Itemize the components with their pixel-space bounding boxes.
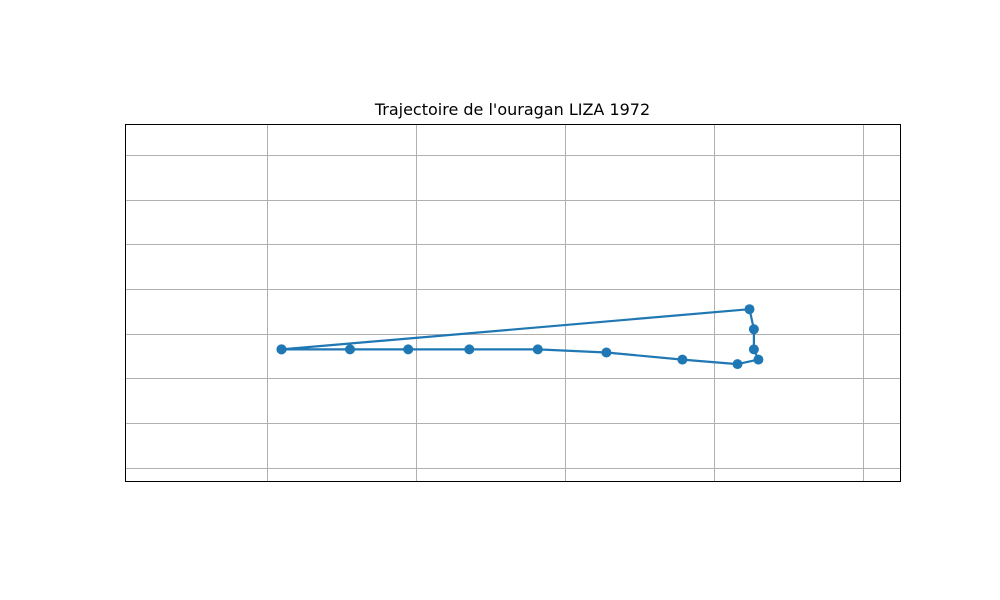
trajectory-point xyxy=(464,344,475,355)
chart-title: Trajectoire de l'ouragan LIZA 1972 xyxy=(374,100,650,119)
trajectory-point xyxy=(748,344,759,355)
trajectory-point xyxy=(276,344,287,355)
trajectory-point xyxy=(753,354,764,365)
trajectory-point xyxy=(732,359,743,370)
trajectory-point xyxy=(345,344,355,355)
series-layer xyxy=(276,304,764,370)
trajectory-point xyxy=(744,304,755,315)
trajectory-point xyxy=(403,344,414,355)
trajectory-point xyxy=(677,354,688,365)
plot-area-frame xyxy=(125,124,901,482)
grid-lines xyxy=(125,124,900,481)
trajectory-point xyxy=(532,344,543,355)
trajectory-point xyxy=(601,347,612,358)
trajectory-point xyxy=(748,324,759,335)
